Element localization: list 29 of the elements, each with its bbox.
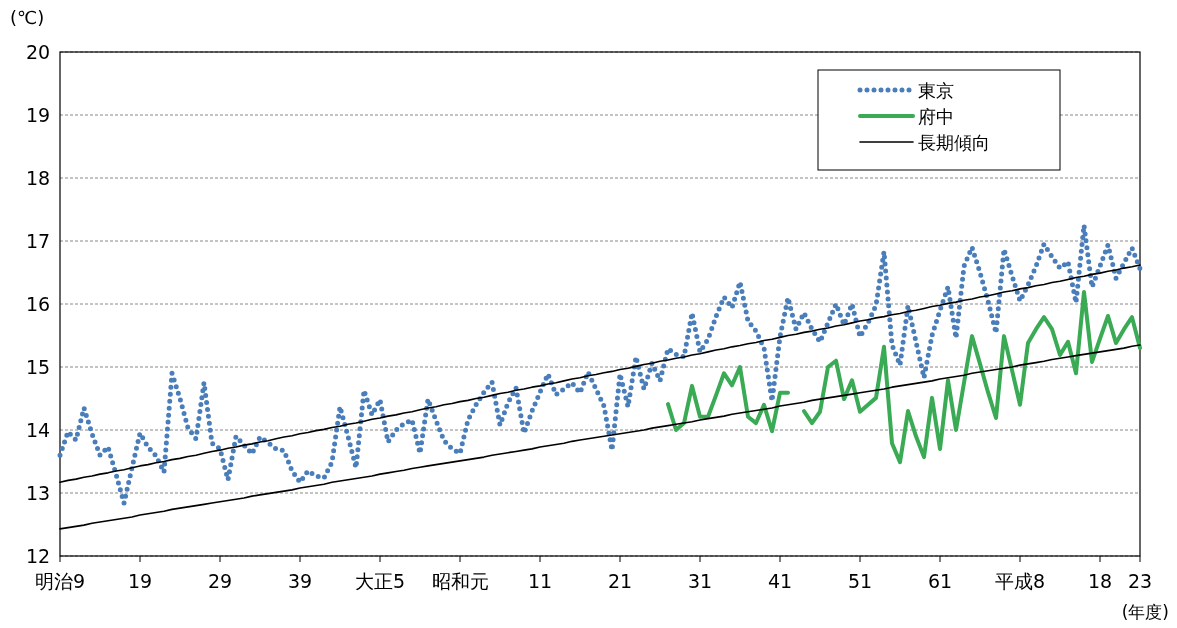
x-tick-label: 19 xyxy=(127,570,153,592)
x-tick-label: 昭和元 xyxy=(431,570,489,592)
x-tick-label: 41 xyxy=(767,570,793,592)
x-tick-label: 大正5 xyxy=(354,570,406,592)
x-tick-label: 29 xyxy=(207,570,233,592)
y-tick-label: 18 xyxy=(25,167,51,189)
y-tick-label: 15 xyxy=(25,356,51,378)
x-tick-label: 61 xyxy=(927,570,953,592)
x-tick-label: 39 xyxy=(287,570,313,592)
y-tick-label: 14 xyxy=(25,419,51,441)
x-axis-title: (年度) xyxy=(1121,602,1169,622)
x-tick-label: 51 xyxy=(847,570,873,592)
y-tick-label: 19 xyxy=(25,104,51,126)
y-tick-label: 17 xyxy=(25,230,51,252)
y-tick-label: 16 xyxy=(25,293,51,315)
x-tick-label: 31 xyxy=(687,570,713,592)
x-tick-label: 明治9 xyxy=(34,570,86,592)
x-tick-label: 平成8 xyxy=(994,570,1046,592)
y-tick-label: 20 xyxy=(25,41,51,63)
y-tick-label: 13 xyxy=(25,482,51,504)
legend-label: 長期傾向 xyxy=(918,132,990,153)
x-tick-label: 21 xyxy=(607,570,633,592)
x-tick-label: 18 xyxy=(1087,570,1113,592)
legend-label: 府中 xyxy=(918,106,954,127)
y-tick-label: 12 xyxy=(25,545,51,567)
x-tick-label: 23 xyxy=(1127,570,1153,592)
legend-label: 東京 xyxy=(918,80,954,101)
y-axis-title: (℃) xyxy=(10,7,45,28)
x-tick-label: 11 xyxy=(527,570,553,592)
